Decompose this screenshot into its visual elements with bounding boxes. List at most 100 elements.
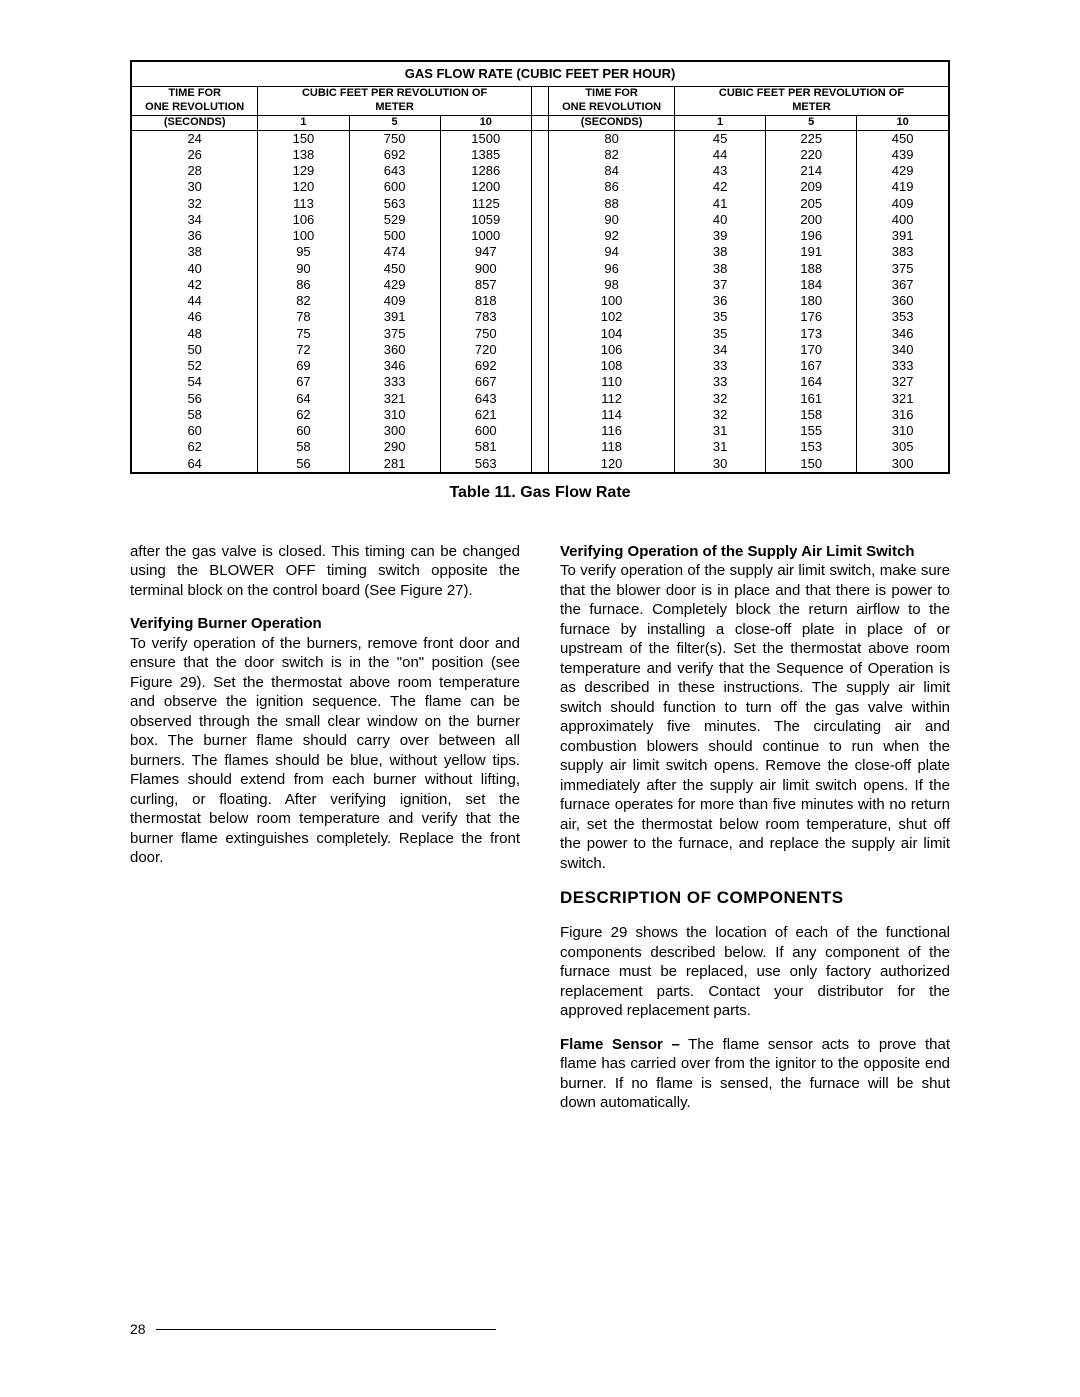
table-row: 2613869213858244220439	[132, 147, 948, 163]
cell-val-left-10: 1385	[440, 147, 531, 163]
cell-val-right-1: 35	[675, 326, 766, 342]
table-row: 625829058111831153305	[132, 439, 948, 455]
cell-time-right: 90	[549, 212, 675, 228]
cell-val-right-5: 170	[766, 342, 857, 358]
gas-flow-table: GAS FLOW RATE (CUBIC FEET PER HOUR) TIME…	[130, 60, 950, 474]
cell-val-left-5: 333	[349, 374, 440, 390]
cell-val-right-1: 35	[675, 309, 766, 325]
page-number: 28	[130, 1321, 146, 1337]
table-row: 38954749479438191383	[132, 244, 948, 260]
cell-val-right-10: 409	[857, 196, 948, 212]
cell-val-right-5: 173	[766, 326, 857, 342]
cell-val-right-1: 32	[675, 407, 766, 423]
cell-time-left: 44	[132, 293, 258, 309]
cell-time-right: 110	[549, 374, 675, 390]
cell-val-left-10: 1000	[440, 228, 531, 244]
cell-time-left: 46	[132, 309, 258, 325]
table-row: 487537575010435173346	[132, 326, 948, 342]
cell-val-left-10: 621	[440, 407, 531, 423]
hdr-time-right-3: (SECONDS)	[549, 115, 675, 130]
cell-val-left-10: 692	[440, 358, 531, 374]
cell-val-right-5: 209	[766, 179, 857, 195]
cell-val-right-5: 167	[766, 358, 857, 374]
cell-val-right-1: 38	[675, 244, 766, 260]
table-row: 2812964312868443214429	[132, 163, 948, 179]
cell-time-right: 100	[549, 293, 675, 309]
table-title: GAS FLOW RATE (CUBIC FEET PER HOUR)	[132, 62, 948, 87]
cell-time-right: 98	[549, 277, 675, 293]
cell-val-left-1: 90	[258, 261, 349, 277]
cell-time-left: 30	[132, 179, 258, 195]
cell-time-right: 102	[549, 309, 675, 325]
cell-val-right-5: 188	[766, 261, 857, 277]
table-row: 586231062111432158316	[132, 407, 948, 423]
hdr-col-left-5: 5	[349, 115, 440, 130]
cell-time-left: 34	[132, 212, 258, 228]
hdr-col-left-1: 1	[258, 115, 349, 130]
cell-val-right-5: 153	[766, 439, 857, 455]
cell-val-right-1: 33	[675, 358, 766, 374]
cell-val-left-1: 58	[258, 439, 349, 455]
hdr-col-right-5: 5	[766, 115, 857, 130]
cell-time-right: 118	[549, 439, 675, 455]
table-row: 2415075015008045225450	[132, 130, 948, 147]
cell-time-left: 24	[132, 130, 258, 147]
cell-val-left-1: 62	[258, 407, 349, 423]
cell-val-left-5: 391	[349, 309, 440, 325]
table-row: 3012060012008642209419	[132, 179, 948, 195]
cell-val-right-5: 150	[766, 456, 857, 472]
cell-val-left-10: 750	[440, 326, 531, 342]
cell-time-right: 108	[549, 358, 675, 374]
cell-val-left-1: 78	[258, 309, 349, 325]
cell-val-right-10: 429	[857, 163, 948, 179]
cell-val-right-1: 40	[675, 212, 766, 228]
cell-val-right-10: 383	[857, 244, 948, 260]
cell-val-left-10: 900	[440, 261, 531, 277]
cell-val-right-10: 340	[857, 342, 948, 358]
cell-val-left-1: 75	[258, 326, 349, 342]
heading-description: DESCRIPTION OF COMPONENTS	[560, 887, 950, 909]
cell-val-left-1: 150	[258, 130, 349, 147]
cell-val-right-5: 225	[766, 130, 857, 147]
cell-val-left-5: 375	[349, 326, 440, 342]
cell-val-left-1: 138	[258, 147, 349, 163]
cell-val-left-1: 67	[258, 374, 349, 390]
paragraph-after-valve: after the gas valve is closed. This timi…	[130, 542, 520, 601]
body-text: after the gas valve is closed. This timi…	[130, 542, 950, 1113]
cell-val-right-1: 32	[675, 391, 766, 407]
cell-val-right-5: 180	[766, 293, 857, 309]
hdr-col-right-1: 1	[675, 115, 766, 130]
cell-val-right-5: 184	[766, 277, 857, 293]
cell-val-right-5: 158	[766, 407, 857, 423]
paragraph-supply: To verify operation of the supply air li…	[560, 561, 950, 873]
table-row: 566432164311232161321	[132, 391, 948, 407]
cell-val-right-5: 196	[766, 228, 857, 244]
cell-time-right: 92	[549, 228, 675, 244]
cell-val-left-1: 129	[258, 163, 349, 179]
cell-val-left-1: 72	[258, 342, 349, 358]
cell-val-left-10: 643	[440, 391, 531, 407]
cell-val-left-1: 113	[258, 196, 349, 212]
cell-val-left-5: 409	[349, 293, 440, 309]
cell-val-left-1: 120	[258, 179, 349, 195]
cell-val-right-5: 214	[766, 163, 857, 179]
table-row: 42864298579837184367	[132, 277, 948, 293]
cell-val-left-5: 346	[349, 358, 440, 374]
cell-val-left-10: 1286	[440, 163, 531, 179]
cell-time-left: 50	[132, 342, 258, 358]
footer-rule	[156, 1329, 496, 1330]
cell-val-left-5: 310	[349, 407, 440, 423]
cell-val-right-5: 161	[766, 391, 857, 407]
cell-val-left-10: 667	[440, 374, 531, 390]
cell-time-left: 62	[132, 439, 258, 455]
cell-time-right: 116	[549, 423, 675, 439]
cell-val-right-1: 31	[675, 439, 766, 455]
cell-val-left-10: 783	[440, 309, 531, 325]
cell-time-right: 88	[549, 196, 675, 212]
cell-val-left-5: 360	[349, 342, 440, 358]
cell-time-right: 120	[549, 456, 675, 472]
cell-val-right-5: 164	[766, 374, 857, 390]
cell-val-left-5: 750	[349, 130, 440, 147]
table-row: 606030060011631155310	[132, 423, 948, 439]
paragraph-description: Figure 29 shows the location of each of …	[560, 923, 950, 1021]
